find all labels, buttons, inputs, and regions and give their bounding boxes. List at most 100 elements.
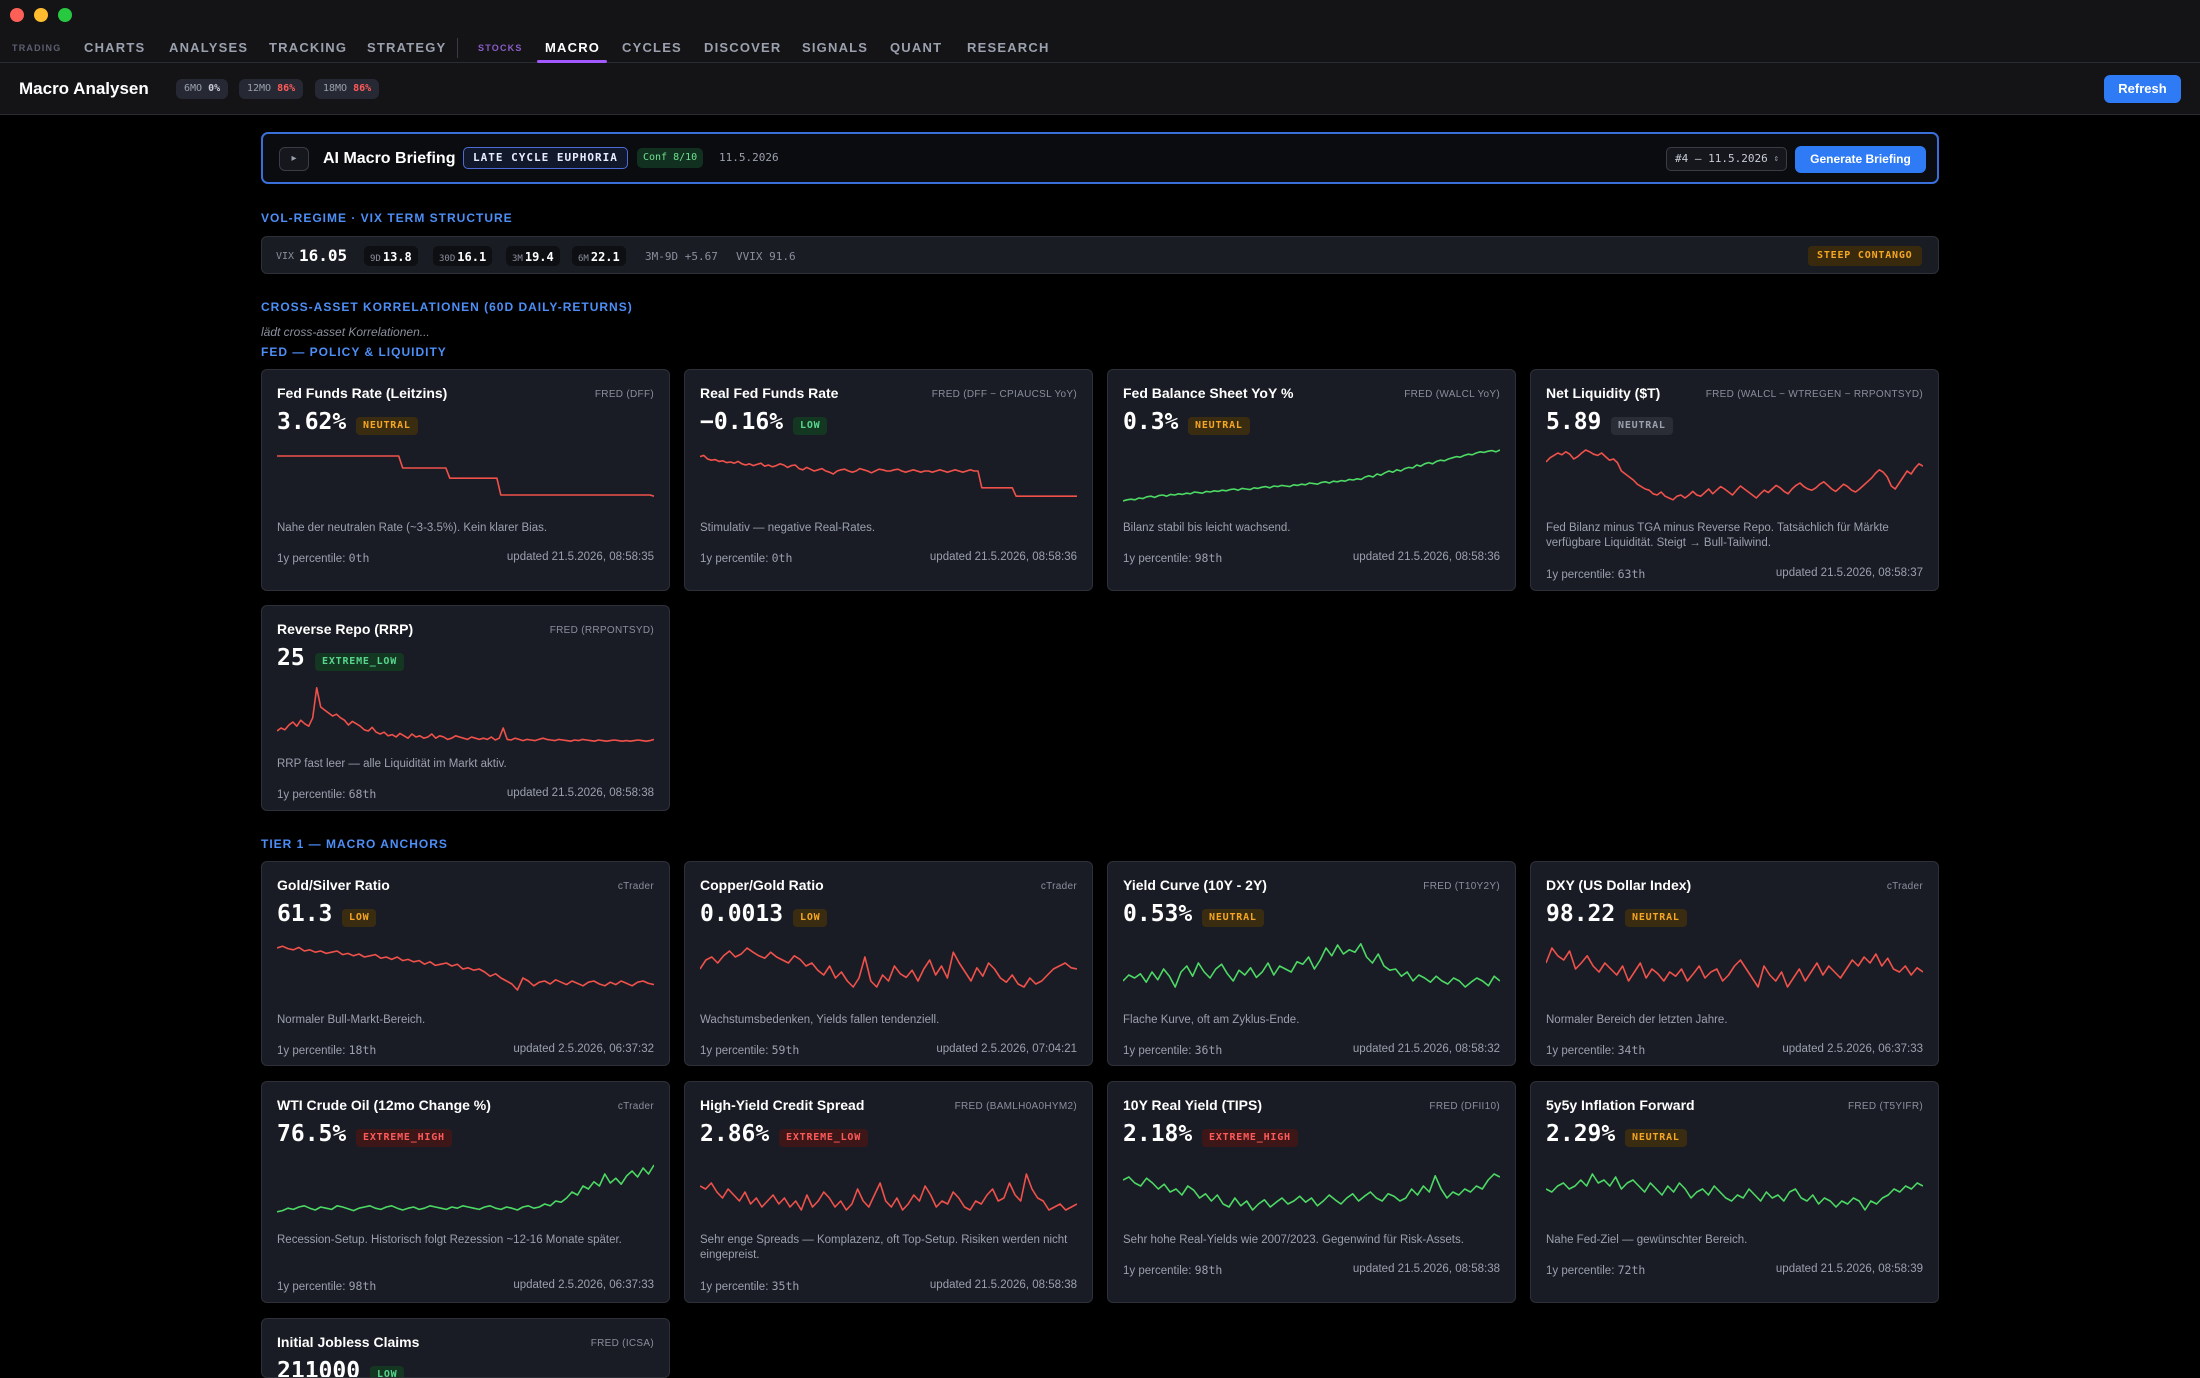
card-value: 2.29% [1546, 1121, 1616, 1147]
status-badge: LOW [793, 417, 828, 435]
generate-briefing-button[interactable]: Generate Briefing [1795, 146, 1926, 173]
sparkline-chart [700, 1173, 1077, 1211]
indicator-card-gold-silver-ratio[interactable]: Gold/Silver Ratio cTrader 61.3 LOW Normaler … [261, 861, 670, 1066]
indicator-card-copper-gold-ratio[interactable]: Copper/Gold Ratio cTrader 0.0013 LOW Wachstu… [684, 861, 1093, 1066]
sparkline-chart [277, 1164, 654, 1213]
nav-tab-tracking[interactable]: TRACKING [269, 40, 348, 55]
vix-6m-chip: 6M 22.1 [572, 246, 626, 266]
card-title: Initial Jobless Claims [277, 1334, 420, 1350]
sparkline-chart [1546, 1173, 1923, 1211]
indicator-card-fed-funds-rate-leitzins[interactable]: Fed Funds Rate (Leitzins) FRED (DFF) 3.62%… [261, 369, 670, 591]
recession-prob-6mo-pill: 6MO 0% [176, 79, 229, 99]
card-description: Normaler Bull-Markt-Bereich. [277, 1014, 426, 1026]
sparkline-chart [277, 455, 654, 497]
sparkline-chart [1123, 449, 1500, 502]
indicator-card-initial-jobless-claims[interactable]: Initial Jobless Claims FRED (ICSA) 211000 L… [261, 1318, 670, 1378]
sparkline-series [1546, 449, 1923, 501]
status-badge: NEUTRAL [1611, 417, 1673, 435]
percentile-readout: 1y percentile: 98th [1123, 551, 1223, 565]
card-source: cTrader [617, 881, 654, 892]
vix-label: VIX [276, 251, 295, 262]
updated-timestamp: updated 21.5.2026, 08:58:38 [506, 787, 654, 799]
status-badge: EXTREME_HIGH [356, 1129, 452, 1147]
status-badge: LOW [370, 1366, 405, 1377]
nav-tab-charts[interactable]: CHARTS [84, 40, 146, 55]
recession-prob-12mo-pill: 12MO 86% [239, 79, 304, 99]
sparkline-series [1546, 947, 1923, 988]
nav-tab-discover[interactable]: DISCOVER [704, 40, 782, 55]
card-value: 211000 [277, 1358, 361, 1378]
card-value: 25 [277, 645, 305, 671]
card-title: High-Yield Credit Spread [700, 1097, 865, 1113]
card-source: FRED (RRPONTSYD) [549, 625, 654, 636]
card-source: FRED (WALCL − WTREGEN − RRPONTSYD) [1705, 389, 1923, 400]
sparkline-series [700, 454, 1077, 498]
card-source: FRED (T5YIFR) [1847, 1101, 1923, 1112]
updated-timestamp: updated 2.5.2026, 07:04:21 [936, 1043, 1077, 1055]
sparkline-chart [277, 687, 654, 743]
percentile-readout: 1y percentile: 98th [1123, 1263, 1223, 1277]
indicator-card-10y-real-yield-tips[interactable]: 10Y Real Yield (TIPS) FRED (DFII10) 2.18% E… [1107, 1081, 1516, 1303]
vvix-readout: VVIX 91.6 [736, 250, 796, 263]
close-window-button[interactable] [10, 8, 24, 22]
updated-timestamp: updated 21.5.2026, 08:58:39 [1775, 1263, 1923, 1275]
indicator-card-reverse-repo-rrp[interactable]: Reverse Repo (RRP) FRED (RRPONTSYD) 25 EXTR… [261, 605, 670, 811]
recession-prob-18mo-pill: 18MO 86% [315, 79, 380, 99]
indicator-card-fed-balance-sheet-yoy[interactable]: Fed Balance Sheet YoY % FRED (WALCL YoY) 0… [1107, 369, 1516, 591]
briefing-history-select[interactable]: #4 — 11.5.2026 ⇕ [1666, 147, 1787, 171]
ai-briefing-panel: ▸ AI Macro Briefing LATE CYCLE EUPHORIA … [261, 132, 1939, 184]
nav-tab-strategy[interactable]: STRATEGY [367, 40, 447, 55]
sparkline-chart [1546, 449, 1923, 501]
nav-divider [457, 38, 458, 58]
card-value: 76.5% [277, 1121, 347, 1147]
indicator-card-5y5y-inflation-forward[interactable]: 5y5y Inflation Forward FRED (T5YIFR) 2.29%… [1530, 1081, 1939, 1303]
card-title: DXY (US Dollar Index) [1546, 877, 1692, 893]
updated-timestamp: updated 21.5.2026, 08:58:35 [506, 551, 654, 563]
updated-timestamp: updated 21.5.2026, 08:58:37 [1775, 567, 1923, 579]
status-badge: LOW [342, 909, 377, 927]
status-badge: NEUTRAL [1625, 909, 1687, 927]
indicator-card-high-yield-credit-spread[interactable]: High-Yield Credit Spread FRED (BAMLH0A0HY… [684, 1081, 1093, 1303]
card-value: 61.3 [277, 901, 333, 927]
indicator-card-yield-curve-10y-2y[interactable]: Yield Curve (10Y - 2Y) FRED (T10Y2Y) 0.53%… [1107, 861, 1516, 1066]
card-source: FRED (T10Y2Y) [1423, 881, 1500, 892]
updated-timestamp: updated 2.5.2026, 06:37:33 [513, 1279, 654, 1291]
card-value: 0.0013 [700, 901, 784, 927]
card-source: FRED (DFII10) [1429, 1101, 1500, 1112]
nav-tab-cycles[interactable]: CYCLES [622, 40, 682, 55]
card-title: Copper/Gold Ratio [700, 877, 824, 893]
updated-timestamp: updated 21.5.2026, 08:58:38 [929, 1279, 1077, 1291]
card-value: 0.3% [1123, 409, 1179, 435]
vix-spread-readout: 3M-9D +5.67 [645, 250, 718, 263]
nav-tab-research[interactable]: RESEARCH [967, 40, 1050, 55]
nav-tab-quant[interactable]: QUANT [890, 40, 943, 55]
updated-timestamp: updated 21.5.2026, 08:58:36 [929, 551, 1077, 563]
fed-section-heading: FED — POLICY & LIQUIDITY [261, 345, 447, 359]
nav-tab-macro[interactable]: MACRO [545, 40, 601, 55]
expand-briefing-toggle[interactable]: ▸ [279, 147, 309, 171]
sparkline-series [277, 945, 654, 991]
nav-tab-signals[interactable]: SIGNALS [802, 40, 869, 55]
maximize-window-button[interactable] [58, 8, 72, 22]
correlations-section-heading: CROSS-ASSET KORRELATIONEN (60D DAILY-RET… [261, 300, 633, 314]
sparkline-chart [1123, 1173, 1500, 1211]
percentile-readout: 1y percentile: 63th [1546, 567, 1646, 581]
card-title: Reverse Repo (RRP) [277, 621, 414, 637]
card-description: Bilanz stabil bis leicht wachsend. [1123, 522, 1291, 534]
card-description: Fed Bilanz minus TGA minus Reverse Repo.… [1546, 522, 1889, 549]
card-title: Fed Funds Rate (Leitzins) [277, 385, 448, 401]
indicator-card-wti-crude-oil-12mo-change[interactable]: WTI Crude Oil (12mo Change %) cTrader 76.5… [261, 1081, 670, 1303]
card-description: Wachstumsbedenken, Yields fallen tendenz… [700, 1014, 940, 1026]
refresh-button[interactable]: Refresh [2104, 75, 2181, 103]
page-header: Macro Analysen 6MO 0% 12MO 86% 18MO 86% … [0, 63, 2200, 115]
nav-tab-analyses[interactable]: ANALYSES [169, 40, 249, 55]
percentile-readout: 1y percentile: 35th [700, 1279, 800, 1293]
indicator-card-dxy-us-dollar-index[interactable]: DXY (US Dollar Index) cTrader 98.22 NEUTRAL… [1530, 861, 1939, 1066]
briefing-title: AI Macro Briefing [323, 150, 456, 167]
percentile-readout: 1y percentile: 72th [1546, 1263, 1646, 1277]
card-value: 0.53% [1123, 901, 1193, 927]
vix-30d-chip: 30D 16.1 [433, 246, 493, 266]
minimize-window-button[interactable] [34, 8, 48, 22]
indicator-card-net-liquidity-t[interactable]: Net Liquidity ($T) FRED (WALCL − WTREGEN … [1530, 369, 1939, 591]
indicator-card-real-fed-funds-rate[interactable]: Real Fed Funds Rate FRED (DFF − CPIAUCSL … [684, 369, 1093, 591]
